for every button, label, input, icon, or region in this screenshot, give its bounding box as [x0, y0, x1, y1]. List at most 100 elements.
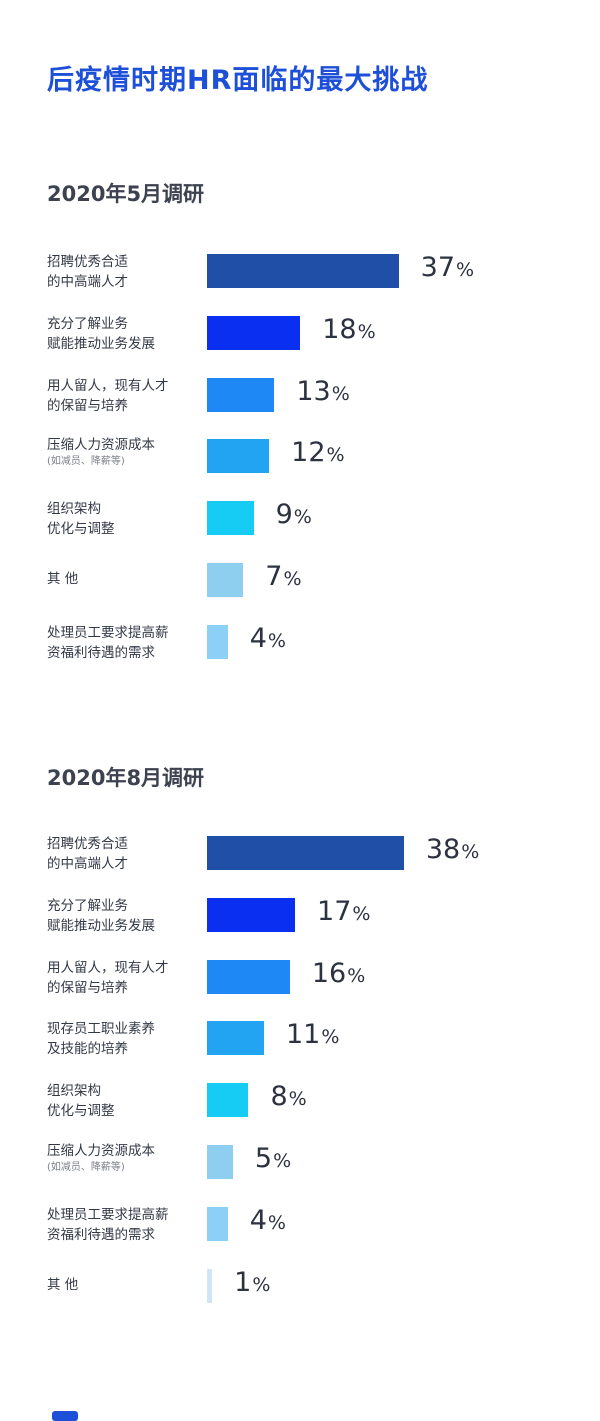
- bar: [207, 1206, 228, 1241]
- value-number: 9: [275, 499, 293, 531]
- category-label: 组织架构 优化与调整: [47, 499, 197, 539]
- value-label: 13%: [296, 376, 349, 407]
- category-label-line2: 赋能推动业务发展: [47, 917, 155, 934]
- bar: [207, 315, 301, 350]
- category-label: 招聘优秀合适 的中高端人才: [47, 834, 197, 874]
- bar: [207, 563, 244, 597]
- category-label: 充分了解业务赋能推动业务发展: [47, 896, 197, 936]
- bar-row: 充分了解业务赋能推动业务发展 18%: [0, 308, 600, 356]
- bar: [207, 959, 290, 994]
- category-label: 充分了解业务赋能推动业务发展: [47, 314, 197, 354]
- bar: [207, 1268, 213, 1303]
- bar-row: 招聘优秀合适 的中高端人才 38%: [0, 828, 600, 876]
- section-title-may: 2020年5月调研: [47, 182, 205, 206]
- category-label-line1: 用人留人，现有人才: [47, 377, 169, 394]
- value-unit: %: [321, 1026, 340, 1049]
- value-unit: %: [347, 964, 366, 987]
- value-number: 16: [311, 957, 347, 989]
- category-label: 招聘优秀合适 的中高端人才: [47, 252, 197, 292]
- bar-row: 处理员工要求提高薪 资福利待遇的需求 4%: [0, 617, 600, 665]
- bar: [207, 1145, 233, 1179]
- value-unit: %: [461, 841, 480, 863]
- bar: [207, 1021, 264, 1056]
- value-label: 37%: [421, 252, 474, 283]
- value-number: 7: [265, 561, 283, 592]
- bar-row: 其 他 7%: [0, 555, 600, 603]
- bar-row: 组织架构优化与调整 9%: [0, 493, 600, 541]
- value-number: 13: [296, 375, 331, 407]
- bar: [207, 836, 404, 870]
- category-label-line1: 用人留人，现有人才: [47, 959, 169, 976]
- value-number: 18: [322, 313, 357, 345]
- value-label: 38%: [426, 834, 479, 865]
- value-label: 9%: [276, 499, 312, 530]
- bar-row: 组织架构 优化与调整 8%: [0, 1075, 600, 1123]
- category-label-line1: 充分了解业务: [47, 897, 128, 914]
- bar-row: 其 他 1%: [0, 1261, 600, 1309]
- bar-row: 用人留人，现有人才 的保留与培养 16%: [0, 952, 600, 1000]
- category-label-line2: 的保留与培养: [47, 397, 128, 414]
- value-unit: %: [288, 1088, 307, 1111]
- category-label-line1: 处理员工要求提高薪: [47, 1206, 169, 1223]
- bar-row: 压缩人力资源成本 (如减员、降薪等) 5%: [0, 1137, 600, 1185]
- value-unit: %: [273, 1150, 292, 1172]
- value-unit: %: [326, 444, 345, 467]
- bar-row: 处理员工要求提高薪 资福利待遇的需求 4%: [0, 1199, 600, 1247]
- page-title: 后疫情时期HR面临的最大挑战: [47, 65, 429, 96]
- value-unit: %: [252, 1273, 271, 1296]
- category-label-line2: (如减员、降薪等): [47, 1162, 125, 1173]
- category-label-line2: 的中高端人才: [47, 856, 128, 872]
- category-label-line2: 赋能推动业务发展: [47, 335, 155, 352]
- footer-logo-mark: [52, 1411, 78, 1421]
- category-label-line2: 资福利待遇的需求: [47, 1226, 155, 1243]
- value-label: 4%: [250, 1205, 286, 1236]
- category-label-line1: 处理员工要求提高薪: [47, 624, 169, 641]
- bar: [207, 254, 399, 288]
- bar-row: 压缩人力资源成本 (如减员、降薪等) 12%: [0, 431, 600, 479]
- category-label-line1: 压缩人力资源成本: [47, 437, 155, 454]
- value-label: 17%: [317, 896, 370, 927]
- category-label: 组织架构 优化与调整: [47, 1081, 197, 1121]
- category-label-line2: 资福利待遇的需求: [47, 644, 155, 661]
- category-label-line1: 其 他: [47, 1276, 79, 1293]
- value-number: 4: [249, 1204, 267, 1236]
- category-label: 处理员工要求提高薪 资福利待遇的需求: [47, 623, 197, 663]
- value-unit: %: [283, 568, 302, 590]
- value-label: 1%: [234, 1267, 270, 1298]
- value-number: 17: [317, 895, 352, 927]
- bar-row: 充分了解业务赋能推动业务发展 17%: [0, 890, 600, 938]
- bar: [207, 439, 270, 474]
- bar: [207, 501, 254, 536]
- bar-row: 现存员工职业素养 及技能的培养 11%: [0, 1013, 600, 1061]
- category-label-line2: 及技能的培养: [47, 1041, 128, 1058]
- value-number: 1: [234, 1266, 252, 1298]
- value-number: 11: [285, 1019, 321, 1051]
- category-label: 其 他: [47, 1275, 197, 1295]
- value-number: 8: [270, 1081, 288, 1113]
- category-label: 压缩人力资源成本 (如减员、降薪等): [47, 1141, 197, 1175]
- category-label-line2: 优化与调整: [47, 521, 115, 538]
- value-unit: %: [293, 506, 312, 529]
- value-unit: %: [267, 629, 286, 652]
- value-unit: %: [352, 902, 371, 925]
- value-label: 18%: [322, 314, 375, 345]
- category-label: 处理员工要求提高薪 资福利待遇的需求: [47, 1205, 197, 1245]
- bar-row: 招聘优秀合适 的中高端人才 37%: [0, 246, 600, 294]
- bar: [207, 897, 296, 932]
- value-label: 4%: [250, 623, 286, 654]
- value-label: 5%: [255, 1143, 291, 1174]
- category-label-line1: 招聘优秀合适: [47, 836, 128, 852]
- bar: [207, 377, 275, 412]
- category-label-line1: 其 他: [47, 571, 79, 587]
- value-label: 12%: [291, 437, 344, 468]
- bar-row: 用人留人，现有人才 的保留与培养 13%: [0, 370, 600, 418]
- bar: [207, 1083, 249, 1118]
- value-label: 11%: [286, 1019, 339, 1050]
- category-label-line1: 组织架构: [47, 501, 101, 518]
- category-label-line1: 招聘优秀合适: [47, 254, 128, 270]
- category-label-line1: 充分了解业务: [47, 315, 128, 332]
- value-unit: %: [357, 320, 376, 343]
- category-label: 其 他: [47, 569, 197, 589]
- value-number: 5: [254, 1143, 273, 1174]
- category-label: 压缩人力资源成本 (如减员、降薪等): [47, 435, 197, 469]
